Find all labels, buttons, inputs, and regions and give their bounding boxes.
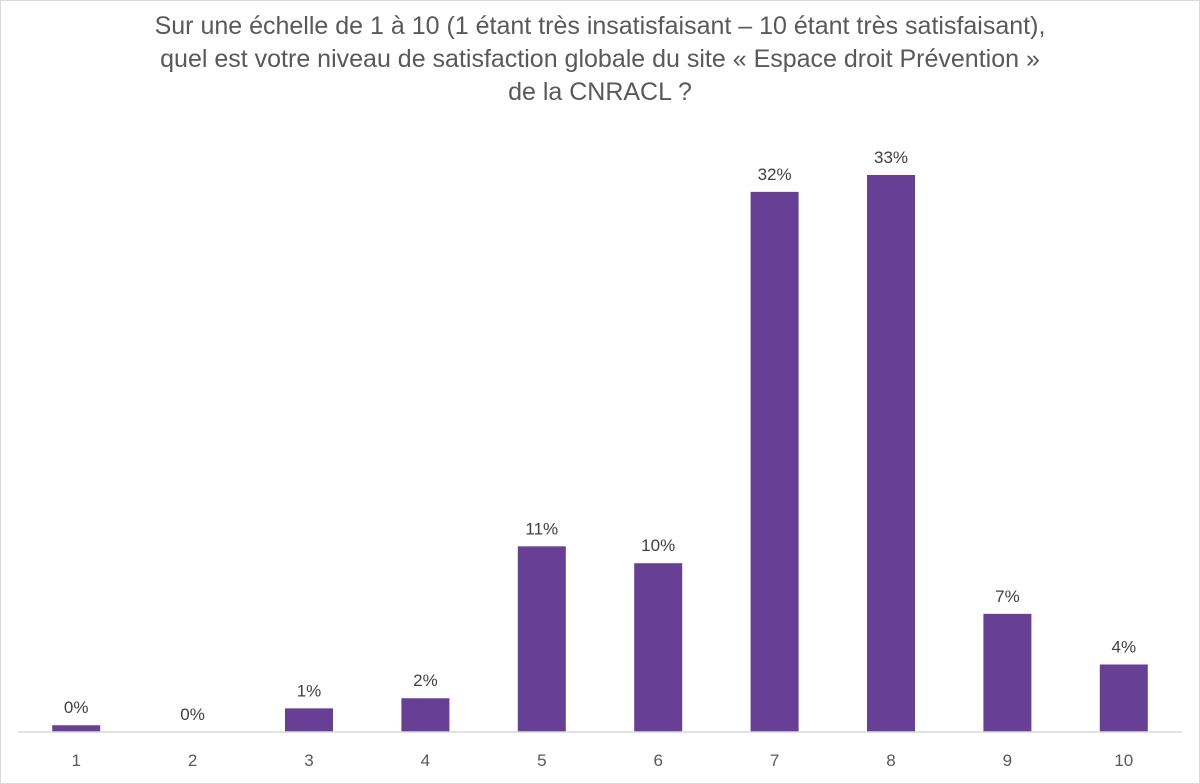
x-tick-label-4: 4: [421, 751, 430, 770]
data-label-7: 32%: [758, 165, 792, 184]
data-label-6: 10%: [641, 536, 675, 555]
data-label-4: 2%: [413, 671, 438, 690]
bar-8: [867, 175, 915, 732]
x-tick-label-5: 5: [537, 751, 546, 770]
bar-1: [52, 725, 101, 732]
x-tick-label-3: 3: [304, 751, 313, 770]
data-label-5: 11%: [525, 519, 558, 538]
bar-4: [401, 698, 450, 732]
bar-3: [285, 708, 333, 732]
data-label-1: 0%: [64, 698, 89, 717]
data-label-2: 0%: [180, 705, 205, 724]
x-tick-labels-group: 1 2 3 4 5 6 7 8 9 10: [71, 751, 1133, 770]
chart-title: Sur une échelle de 1 à 10 (1 étant très …: [154, 12, 1046, 106]
x-tick-label-1: 1: [71, 751, 80, 770]
x-tick-label-2: 2: [188, 751, 197, 770]
x-tick-label-9: 9: [1003, 751, 1012, 770]
bar-6: [634, 563, 683, 732]
data-label-8: 33%: [874, 148, 908, 167]
data-label-3: 1%: [297, 681, 322, 700]
data-labels-group: 0% 0% 1% 2% 11% 10% 32% 33% 7% 4%: [64, 148, 1136, 724]
bar-7: [750, 191, 799, 732]
data-label-10: 4%: [1112, 637, 1137, 656]
bar-9: [983, 613, 1032, 732]
bars-group: [52, 175, 1148, 732]
data-label-9: 7%: [995, 587, 1020, 606]
bar-5: [517, 546, 566, 732]
x-tick-label-6: 6: [653, 751, 662, 770]
x-tick-label-7: 7: [770, 751, 779, 770]
bar-10: [1099, 664, 1148, 732]
x-tick-label-10: 10: [1114, 751, 1133, 770]
x-tick-label-8: 8: [886, 751, 895, 770]
